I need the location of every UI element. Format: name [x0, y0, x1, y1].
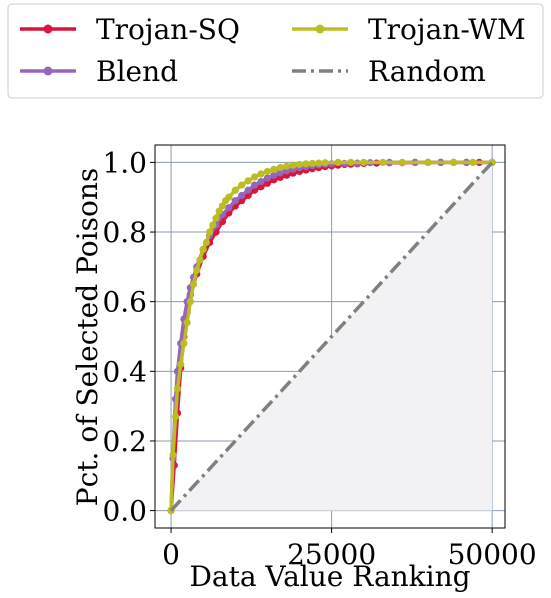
legend-entry-trojan-sq: Trojan-SQ	[20, 13, 240, 46]
data-point-trojan-wm-13	[205, 228, 214, 236]
legend-entry-trojan-wm: Trojan-WM	[292, 13, 526, 46]
data-point-trojan-sq-17	[257, 183, 265, 191]
y-tick-label-1: 0.2	[102, 425, 147, 458]
data-point-trojan-wm-42	[469, 158, 477, 167]
data-point-trojan-wm-23	[250, 173, 259, 181]
data-point-blend-15	[231, 197, 239, 205]
x-axis-label: Data Value Ranking	[189, 560, 470, 593]
data-point-trojan-wm-41	[450, 158, 458, 167]
data-point-blend-19	[257, 177, 265, 186]
data-point-trojan-wm-22	[244, 177, 252, 185]
series-trojan-wm	[167, 158, 496, 515]
data-point-blend-17	[244, 186, 252, 194]
data-point-trojan-wm-20	[231, 186, 239, 194]
data-point-blend-18	[250, 181, 259, 189]
data-point-trojan-wm-19	[225, 193, 233, 201]
series-random	[169, 161, 494, 512]
series-layer	[167, 158, 496, 515]
data-point-trojan-wm-9	[193, 266, 201, 274]
data-point-trojan-wm-3	[173, 385, 182, 393]
data-point-trojan-wm-17	[218, 202, 227, 210]
data-point-blend-16	[238, 191, 246, 200]
series-line-random	[169, 161, 494, 512]
data-point-blend-21	[270, 171, 278, 179]
data-point-blend-20	[263, 174, 271, 182]
data-point-trojan-wm-39	[398, 158, 406, 167]
data-point-trojan-wm-38	[379, 158, 387, 167]
data-point-trojan-wm-21	[238, 181, 246, 189]
data-point-trojan-wm-11	[199, 245, 207, 254]
y-tick-label-5: 1.0	[102, 146, 147, 179]
data-point-trojan-wm-26	[270, 165, 278, 173]
legend-frame	[7, 3, 544, 99]
plot-frame	[154, 144, 506, 529]
y-tick-label-3: 0.6	[102, 286, 147, 319]
data-point-trojan-wm-34	[321, 159, 329, 167]
data-point-trojan-wm-32	[308, 159, 316, 168]
legend-marker-trojan-wm	[315, 24, 325, 34]
legend-marker-trojan-sq	[43, 24, 53, 34]
plot-area: 0 25000 50000 0.0 0.2 0.4 0.6 0.8 1.0	[102, 144, 537, 571]
legend-label-random: Random	[368, 55, 486, 88]
legend-entry-random: Random	[292, 55, 486, 88]
data-point-trojan-wm-14	[209, 221, 217, 229]
legend-label-trojan-sq: Trojan-SQ	[96, 13, 240, 46]
data-point-blend-22	[276, 169, 284, 177]
legend-label-blend: Blend	[96, 55, 178, 88]
legend: Trojan-SQ Blend Trojan-WM Random	[7, 3, 544, 99]
data-point-trojan-wm-28	[283, 162, 291, 170]
data-point-trojan-wm-7	[186, 298, 194, 306]
data-point-trojan-wm-12	[202, 238, 210, 247]
data-point-trojan-wm-31	[302, 160, 310, 168]
data-point-blend-14	[225, 204, 233, 212]
data-point-trojan-wm-6	[183, 318, 191, 327]
data-point-trojan-wm-37	[360, 158, 368, 167]
data-point-trojan-wm-40	[424, 158, 432, 167]
data-point-trojan-wm-36	[347, 158, 355, 167]
data-point-trojan-wm-10	[196, 256, 204, 264]
x-tick-label-0: 0	[162, 538, 180, 571]
legend-entry-blend: Blend	[20, 55, 178, 88]
data-point-trojan-wm-29	[289, 161, 297, 169]
ticks: 0 25000 50000 0.0 0.2 0.4 0.6 0.8 1.0	[102, 146, 536, 571]
data-point-trojan-wm-30	[295, 160, 304, 169]
data-point-trojan-wm-16	[215, 207, 223, 215]
data-point-trojan-wm-25	[263, 167, 271, 176]
x-tick-label-1: 25000	[287, 538, 376, 571]
y-axis-label: Pct. of Selected Poisons	[71, 168, 104, 506]
legend-marker-blend	[43, 66, 53, 76]
y-tick-label-2: 0.4	[102, 355, 147, 388]
data-point-trojan-sq-18	[263, 179, 271, 187]
data-point-trojan-wm-35	[334, 158, 342, 167]
data-point-trojan-wm-15	[212, 214, 220, 222]
data-point-trojan-wm-4	[177, 360, 185, 368]
data-point-trojan-wm-24	[257, 170, 265, 178]
x-tick-label-2: 50000	[448, 538, 537, 571]
data-point-trojan-wm-27	[276, 164, 284, 172]
legend-label-trojan-wm: Trojan-WM	[368, 13, 526, 46]
data-point-trojan-wm-33	[315, 159, 323, 167]
data-point-trojan-wm-2	[171, 412, 180, 421]
data-point-trojan-wm-8	[189, 280, 198, 288]
data-point-trojan-wm-1	[169, 451, 177, 459]
y-tick-label-4: 0.8	[102, 216, 147, 249]
data-point-trojan-wm-5	[180, 339, 188, 348]
y-tick-label-0: 0.0	[102, 495, 147, 528]
